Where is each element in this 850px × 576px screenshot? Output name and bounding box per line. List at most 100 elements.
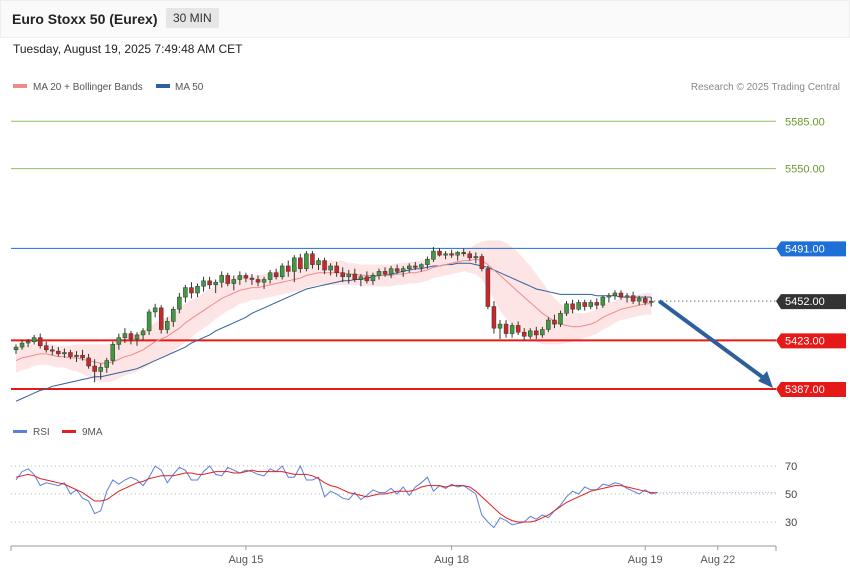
level-label-5585-00: 5585.00 xyxy=(785,116,825,128)
candle xyxy=(19,340,25,350)
level-tag-5452-00: 5452.00 xyxy=(776,294,846,310)
candle xyxy=(322,257,327,275)
candle-body-up xyxy=(165,321,170,330)
candle-body-up xyxy=(328,265,333,271)
candle xyxy=(13,344,19,354)
candle-body-up xyxy=(455,252,460,256)
candle-body-down xyxy=(334,265,339,273)
legend-label-ma50: MA 50 xyxy=(175,82,204,93)
candle xyxy=(104,357,109,373)
candle xyxy=(564,301,569,316)
candle xyxy=(588,299,593,310)
forecast-arrow xyxy=(658,299,773,389)
candle-body-down xyxy=(92,365,97,372)
candle-body-up xyxy=(370,275,376,282)
candle xyxy=(352,268,358,283)
candle-body-up xyxy=(564,303,569,314)
candle xyxy=(413,261,418,271)
candle-body-up xyxy=(213,281,218,286)
candle-body-up xyxy=(528,330,533,337)
candle-body-up xyxy=(400,268,406,272)
forecast-arrow-shaft xyxy=(658,299,767,381)
candle xyxy=(219,271,224,288)
candle-body-down xyxy=(298,257,303,269)
candle xyxy=(400,265,406,277)
candle-body-up xyxy=(292,257,297,272)
candle xyxy=(267,270,273,284)
level-label-5550-00: 5550.00 xyxy=(785,164,825,176)
candle xyxy=(515,321,521,335)
candle-body-up xyxy=(431,250,436,260)
candle-body-up xyxy=(62,352,67,355)
candle-body-down xyxy=(56,350,61,355)
candle-body-down xyxy=(437,250,442,256)
candle xyxy=(521,328,527,341)
candle-body-down xyxy=(364,276,370,282)
candle-body-up xyxy=(419,264,424,268)
candle xyxy=(31,334,37,345)
candle-body-down xyxy=(413,265,418,268)
candle-body-up xyxy=(558,313,563,325)
candle xyxy=(304,251,309,272)
candle xyxy=(576,299,581,311)
rsi-tick-label: 70 xyxy=(785,461,797,473)
candle-body-down xyxy=(552,319,557,325)
candle xyxy=(279,263,285,280)
candle xyxy=(443,251,448,260)
candle-body-up xyxy=(152,307,158,313)
candle-body-down xyxy=(80,354,85,359)
candle-body-up xyxy=(31,337,37,342)
candle-body-up xyxy=(576,302,581,310)
legend-swatch-9ma xyxy=(62,430,76,433)
candle xyxy=(606,293,612,303)
candle xyxy=(340,267,345,283)
candle xyxy=(225,272,230,287)
rsi-tick-label: 50 xyxy=(785,489,797,501)
candle-body-down xyxy=(310,253,315,265)
candle-body-up xyxy=(316,260,321,265)
chart-header: Euro Stoxx 50 (Eurex) 30 MIN xyxy=(0,0,850,38)
candle-body-down xyxy=(128,333,134,340)
candle-body-down xyxy=(37,337,43,346)
candle-body-up xyxy=(425,258,430,265)
candle xyxy=(261,276,267,289)
candle xyxy=(388,265,394,279)
candle-body-down xyxy=(249,277,255,280)
candle-body-down xyxy=(352,273,358,280)
level-tag-text: 5452.00 xyxy=(785,296,825,308)
level-tag-text: 5423.00 xyxy=(785,335,825,347)
candle xyxy=(195,283,200,298)
ma20-line xyxy=(15,258,652,364)
candle xyxy=(370,272,376,285)
timeframe-badge[interactable]: 30 MIN xyxy=(166,8,219,28)
candle-body-up xyxy=(606,295,612,298)
candle xyxy=(376,268,382,280)
candle-body-up xyxy=(231,279,237,284)
candle xyxy=(382,267,388,277)
candle-body-up xyxy=(104,360,109,368)
candle-body-up xyxy=(201,280,206,287)
candle xyxy=(165,317,170,334)
candle xyxy=(25,338,31,348)
candle-body-down xyxy=(158,307,164,330)
candle-body-down xyxy=(44,345,49,351)
candle-body-down xyxy=(255,279,261,283)
candle-body-up xyxy=(19,342,25,348)
candle xyxy=(509,322,515,338)
candle xyxy=(558,310,563,327)
rsi-9ma-line xyxy=(15,469,658,523)
level-tag-bg xyxy=(776,333,846,349)
candle-body-down xyxy=(189,287,194,294)
candle-body-up xyxy=(600,296,606,306)
candle-body-up xyxy=(304,253,309,269)
bollinger-band-area xyxy=(16,240,652,383)
price-levels xyxy=(11,120,776,391)
candle xyxy=(140,328,146,341)
candle xyxy=(158,305,164,334)
ma50-line xyxy=(15,262,652,402)
candle-body-down xyxy=(479,256,485,269)
candle-body-up xyxy=(98,367,103,372)
candle-body-down xyxy=(449,253,454,256)
rsi-tick-label: 30 xyxy=(785,517,797,529)
